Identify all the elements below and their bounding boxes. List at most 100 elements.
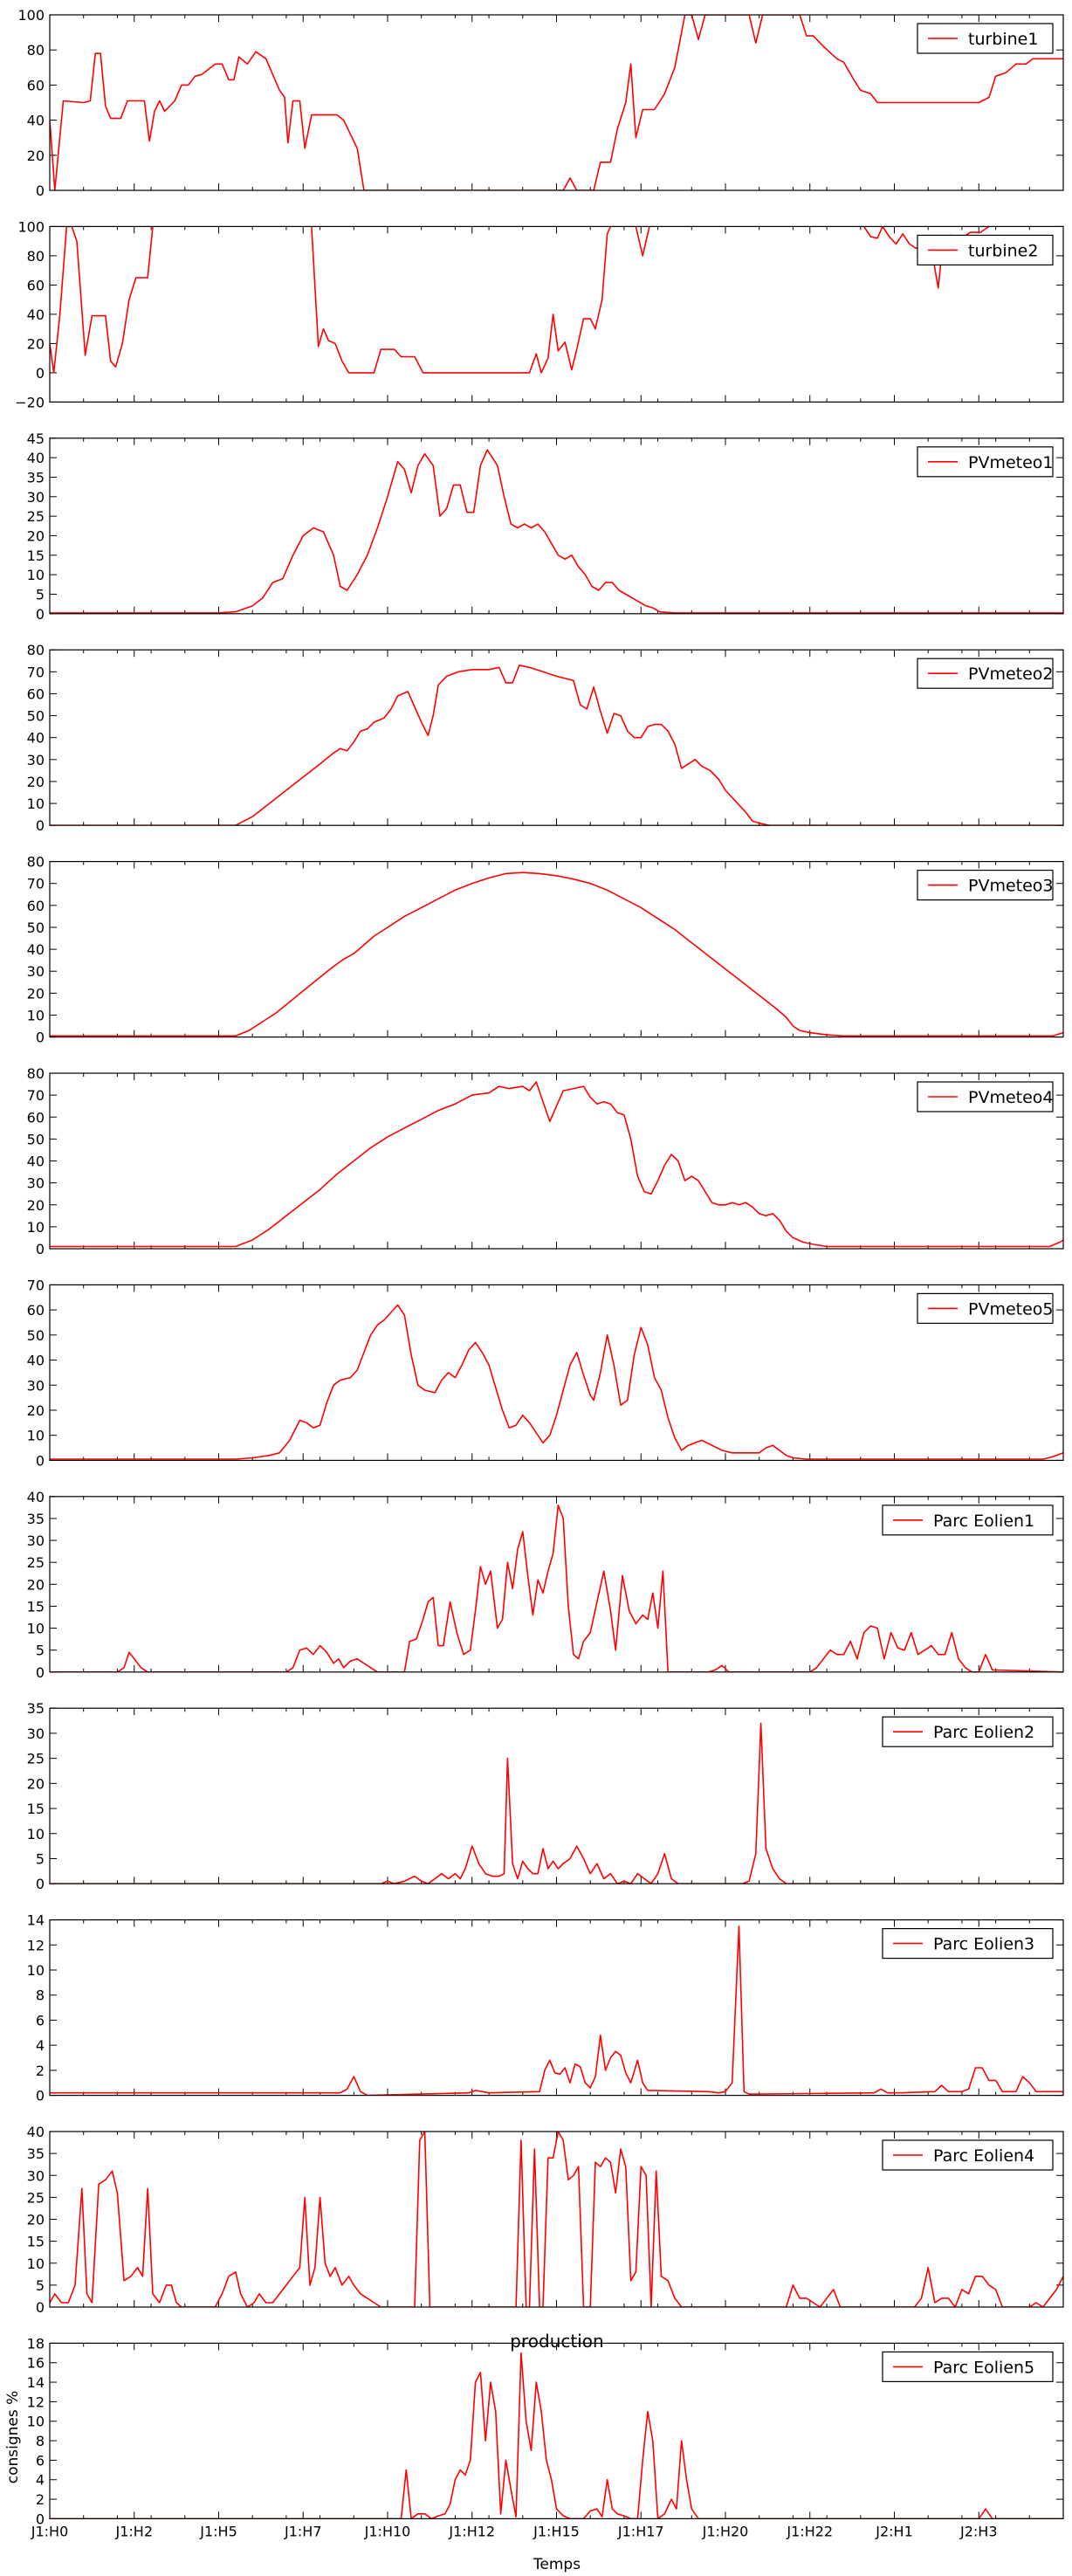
legend-label: PVmeteo5 [968, 1299, 1054, 1319]
y-tick-label: 20 [27, 1576, 45, 1593]
y-tick-label: 20 [27, 335, 45, 352]
legend: Parc Eolien5 [882, 2351, 1054, 2382]
subplot-10: 0 2 4 6 8 10 12 14 Parc Eolien3 [27, 1912, 1064, 2104]
y-tick-label: 30 [27, 2167, 45, 2184]
legend: Parc Eolien3 [882, 1928, 1054, 1960]
y-tick-label: 20 [27, 985, 45, 1002]
y-tick-label: 10 [27, 2414, 45, 2430]
y-tick-label: 0 [36, 2299, 45, 2316]
y-tick-label: 60 [27, 1109, 45, 1126]
y-tick-label: 30 [27, 963, 45, 980]
y-tick-label: 5 [36, 586, 45, 603]
y-tick-label: 80 [27, 42, 45, 59]
y-tick-label: 10 [27, 1219, 45, 1236]
legend-label: PVmeteo4 [968, 1088, 1054, 1107]
subplot-12: 0 2 4 6 8 10 12 14 16 18 Parc Eolien5 J1:H0 J1:H2 J1:… [27, 2335, 1064, 2539]
x-tick-label: J1:H22 [786, 2523, 833, 2539]
axes-frame [49, 1496, 1064, 1673]
x-tick-label: J1:H12 [448, 2523, 495, 2539]
legend: PVmeteo1 [917, 446, 1054, 478]
y-tick-label: 40 [27, 730, 45, 747]
axes-frame [49, 2342, 1064, 2519]
y-tick-label: 15 [27, 548, 45, 564]
series-line-10 [50, 1925, 1063, 2096]
legend-label: PVmeteo2 [968, 665, 1054, 684]
series-line-7 [50, 1304, 1063, 1460]
y-tick-label: 10 [27, 567, 45, 583]
y-tick-label: 20 [27, 527, 45, 544]
y-tick-label: 35 [27, 469, 45, 486]
y-tick-label: 60 [27, 77, 45, 93]
axes-frame [49, 649, 1064, 826]
y-tick-label: 10 [27, 796, 45, 812]
legend-label: PVmeteo1 [968, 453, 1054, 472]
y-tick-label: 15 [27, 2234, 45, 2250]
axes-frame [49, 437, 1064, 615]
y-tick-label: 30 [27, 1533, 45, 1549]
axes-frame [49, 1919, 1064, 2097]
y-tick-label: 0 [36, 1876, 45, 1892]
subplot-4: 0 10 20 30 40 50 60 70 80 PVmeteo2 [27, 642, 1064, 834]
y-tick-label: 60 [27, 277, 45, 293]
subplot-1: 0 20 40 60 80 100 turbine1 [17, 7, 1064, 199]
y-tick-label: 10 [27, 1621, 45, 1637]
legend: PVmeteo4 [917, 1081, 1054, 1112]
subplot-11: 0 5 10 15 20 25 30 35 40 Parc Eolien4 [27, 2124, 1064, 2316]
x-tick-label: J1:H15 [533, 2523, 580, 2539]
x-tick-label: J1:H0 [31, 2523, 69, 2539]
series-line-6 [50, 1081, 1063, 1248]
x-tick-label: J2:H3 [959, 2523, 998, 2539]
y-tick-label: 20 [27, 148, 45, 164]
legend-label: turbine2 [968, 241, 1038, 260]
y-tick-label: 2 [36, 2063, 45, 2079]
legend: PVmeteo5 [917, 1292, 1054, 1325]
x-tick-label: J1:H7 [284, 2523, 322, 2539]
legend-label: PVmeteo3 [968, 877, 1054, 896]
y-tick-label: 30 [27, 752, 45, 768]
legend: Parc Eolien1 [882, 1505, 1054, 1536]
y-tick-label: 100 [17, 218, 45, 235]
y-tick-label: 20 [27, 1197, 45, 1214]
subplot-3: 0 5 10 15 20 25 30 35 40 45 PVmeteo1 [27, 430, 1064, 623]
y-tick-label: 6 [36, 2452, 45, 2469]
axes-frame [49, 860, 1064, 1038]
subplot-2: −20 0 20 40 60 80 100 turbine2 [15, 218, 1064, 410]
legend-label: Parc Eolien4 [933, 2146, 1034, 2166]
y-tick-label: 40 [27, 2124, 45, 2140]
y-tick-label: −20 [15, 394, 45, 410]
y-tick-label: 25 [27, 2189, 45, 2206]
y-tick-label: 80 [27, 854, 45, 871]
x-axis-label: Temps [533, 2556, 581, 2573]
y-tick-label: 35 [27, 1511, 45, 1527]
y-tick-label: 0 [36, 606, 45, 623]
y-tick-label: 4 [36, 2472, 45, 2489]
y-tick-label: 20 [27, 1775, 45, 1792]
y-tick-label: 10 [27, 2256, 45, 2272]
y-tick-label: 0 [36, 365, 45, 382]
y-tick-label: 70 [27, 1277, 45, 1293]
y-tick-label: 50 [27, 1131, 45, 1147]
y-tick-label: 8 [36, 2433, 45, 2449]
x-tick-label: J1:H20 [702, 2523, 749, 2539]
legend: PVmeteo2 [917, 658, 1054, 689]
axes-frame [49, 225, 1064, 403]
y-tick-label: 15 [27, 1598, 45, 1615]
y-tick-label: 50 [27, 708, 45, 725]
x-tick-label: J1:H10 [364, 2523, 411, 2539]
y-tick-label: 6 [36, 2012, 45, 2028]
x-tick-label: J1:H17 [617, 2523, 664, 2539]
y-tick-label: 14 [27, 2374, 45, 2391]
series-line-5 [50, 871, 1063, 1037]
legend: turbine2 [917, 234, 1054, 265]
y-tick-label: 25 [27, 1554, 45, 1571]
y-axis-label: consignes % [4, 2391, 22, 2484]
y-tick-label: 12 [27, 2393, 45, 2410]
y-tick-label: 5 [36, 2277, 45, 2294]
y-tick-label: 12 [27, 1937, 45, 1953]
legend-label: Parc Eolien1 [933, 1512, 1034, 1531]
subplot-7: 0 10 20 30 40 50 60 70 PVmeteo5 [27, 1277, 1064, 1469]
y-tick-label: 70 [27, 664, 45, 680]
series-line-8 [50, 1505, 1063, 1672]
y-tick-label: 40 [27, 1154, 45, 1170]
